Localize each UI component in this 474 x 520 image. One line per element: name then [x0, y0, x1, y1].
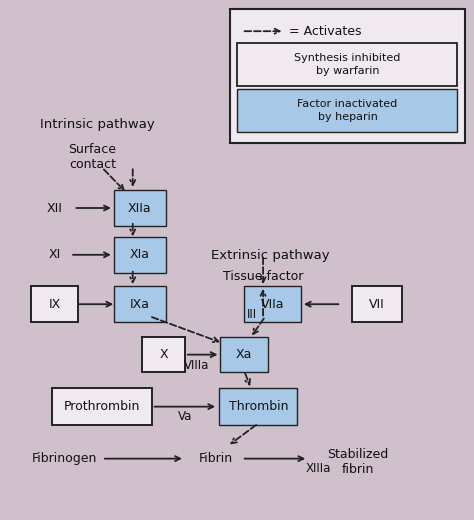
- FancyBboxPatch shape: [230, 9, 465, 143]
- Text: Intrinsic pathway: Intrinsic pathway: [40, 118, 155, 131]
- Text: Xa: Xa: [236, 348, 252, 361]
- Text: Prothrombin: Prothrombin: [64, 400, 140, 413]
- FancyBboxPatch shape: [237, 43, 457, 86]
- Text: XI: XI: [48, 249, 61, 261]
- FancyBboxPatch shape: [219, 388, 298, 425]
- Text: XII: XII: [46, 201, 63, 214]
- Text: III: III: [247, 307, 257, 320]
- FancyBboxPatch shape: [220, 337, 268, 372]
- FancyBboxPatch shape: [114, 190, 166, 226]
- FancyBboxPatch shape: [114, 286, 166, 322]
- Text: VIIIa: VIIIa: [184, 359, 210, 371]
- Text: VIIa: VIIa: [261, 297, 284, 311]
- FancyBboxPatch shape: [352, 286, 402, 322]
- FancyBboxPatch shape: [237, 89, 457, 132]
- Text: XIIIa: XIIIa: [306, 462, 331, 474]
- Text: Factor inactivated
by heparin: Factor inactivated by heparin: [297, 99, 398, 122]
- Text: Fibrin: Fibrin: [199, 452, 233, 465]
- Text: Surface
contact: Surface contact: [68, 143, 117, 171]
- FancyBboxPatch shape: [142, 337, 185, 372]
- Text: Synthesis inhibited
by warfarin: Synthesis inhibited by warfarin: [294, 53, 401, 76]
- Text: XIIa: XIIa: [128, 201, 152, 214]
- Text: Thrombin: Thrombin: [228, 400, 288, 413]
- Text: VII: VII: [369, 297, 385, 311]
- Text: = Activates: = Activates: [289, 24, 362, 38]
- Text: Tissue factor: Tissue factor: [223, 270, 303, 283]
- Text: Fibrinogen: Fibrinogen: [31, 452, 97, 465]
- Text: Va: Va: [178, 410, 192, 422]
- Text: IXa: IXa: [130, 297, 150, 311]
- Text: Stabilized
fibrin: Stabilized fibrin: [327, 448, 389, 476]
- Text: XIa: XIa: [130, 249, 150, 261]
- FancyBboxPatch shape: [31, 286, 78, 322]
- Text: IX: IX: [48, 297, 61, 311]
- FancyBboxPatch shape: [244, 286, 301, 322]
- Text: Extrinsic pathway: Extrinsic pathway: [211, 249, 329, 262]
- FancyBboxPatch shape: [52, 388, 152, 425]
- FancyBboxPatch shape: [114, 237, 166, 273]
- Text: X: X: [159, 348, 168, 361]
